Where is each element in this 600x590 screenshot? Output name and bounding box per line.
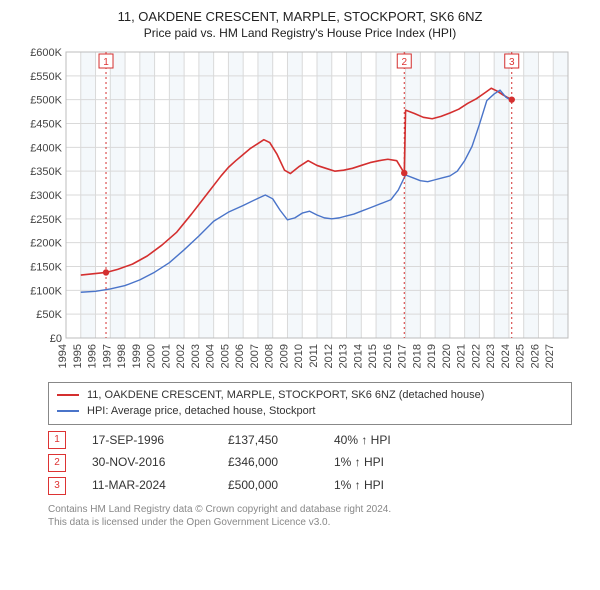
- legend-label: 11, OAKDENE CRESCENT, MARPLE, STOCKPORT,…: [87, 387, 484, 404]
- svg-text:£600K: £600K: [30, 47, 62, 59]
- svg-text:£300K: £300K: [30, 190, 62, 202]
- svg-text:2019: 2019: [426, 344, 438, 368]
- svg-text:£100K: £100K: [30, 285, 62, 297]
- table-row: 3 11-MAR-2024 £500,000 1% ↑ HPI: [48, 474, 572, 497]
- svg-text:2017: 2017: [397, 344, 409, 368]
- transaction-vs-hpi: 40% ↑ HPI: [334, 429, 444, 452]
- transaction-marker-icon: 3: [48, 477, 66, 495]
- transaction-date: 30-NOV-2016: [92, 451, 202, 474]
- svg-text:£500K: £500K: [30, 94, 62, 106]
- transaction-price: £500,000: [228, 474, 308, 497]
- svg-text:2012: 2012: [323, 344, 335, 368]
- svg-text:£250K: £250K: [30, 213, 62, 225]
- svg-text:1: 1: [103, 57, 109, 68]
- footer-line: Contains HM Land Registry data © Crown c…: [48, 503, 572, 517]
- svg-text:£50K: £50K: [36, 309, 62, 321]
- svg-text:2020: 2020: [441, 344, 453, 368]
- legend-row: HPI: Average price, detached house, Stoc…: [57, 403, 563, 420]
- svg-text:2005: 2005: [219, 344, 231, 368]
- chart-title-line1: 11, OAKDENE CRESCENT, MARPLE, STOCKPORT,…: [10, 8, 590, 26]
- svg-text:2015: 2015: [367, 344, 379, 368]
- svg-text:2000: 2000: [146, 344, 158, 368]
- legend-label: HPI: Average price, detached house, Stoc…: [87, 403, 316, 420]
- svg-text:1999: 1999: [131, 344, 143, 368]
- legend-swatch: [57, 410, 79, 412]
- svg-text:3: 3: [509, 57, 515, 68]
- svg-text:2001: 2001: [160, 344, 172, 368]
- svg-text:2009: 2009: [278, 344, 290, 368]
- svg-text:2004: 2004: [205, 344, 217, 368]
- svg-text:1994: 1994: [57, 344, 69, 368]
- svg-text:£400K: £400K: [30, 142, 62, 154]
- transaction-price: £137,450: [228, 429, 308, 452]
- legend: 11, OAKDENE CRESCENT, MARPLE, STOCKPORT,…: [48, 382, 572, 425]
- svg-text:1997: 1997: [101, 344, 113, 368]
- svg-text:2003: 2003: [190, 344, 202, 368]
- svg-text:2007: 2007: [249, 344, 261, 368]
- svg-text:£350K: £350K: [30, 166, 62, 178]
- svg-text:2002: 2002: [175, 344, 187, 368]
- transactions-table: 1 17-SEP-1996 £137,450 40% ↑ HPI 2 30-NO…: [48, 429, 572, 497]
- svg-text:£150K: £150K: [30, 261, 62, 273]
- svg-text:2018: 2018: [411, 344, 423, 368]
- legend-row: 11, OAKDENE CRESCENT, MARPLE, STOCKPORT,…: [57, 387, 563, 404]
- table-row: 1 17-SEP-1996 £137,450 40% ↑ HPI: [48, 429, 572, 452]
- chart-title-line2: Price paid vs. HM Land Registry's House …: [10, 26, 590, 40]
- svg-text:£200K: £200K: [30, 237, 62, 249]
- table-row: 2 30-NOV-2016 £346,000 1% ↑ HPI: [48, 451, 572, 474]
- svg-text:2021: 2021: [456, 344, 468, 368]
- svg-text:1995: 1995: [72, 344, 84, 368]
- svg-text:£0: £0: [50, 333, 62, 345]
- svg-text:2025: 2025: [515, 344, 527, 368]
- svg-text:2014: 2014: [352, 344, 364, 368]
- transaction-marker-icon: 1: [48, 431, 66, 449]
- svg-text:£450K: £450K: [30, 118, 62, 130]
- transaction-date: 17-SEP-1996: [92, 429, 202, 452]
- svg-text:2010: 2010: [293, 344, 305, 368]
- svg-text:2: 2: [401, 57, 407, 68]
- svg-text:1996: 1996: [87, 344, 99, 368]
- transaction-price: £346,000: [228, 451, 308, 474]
- svg-text:2008: 2008: [264, 344, 276, 368]
- transaction-marker-icon: 2: [48, 454, 66, 472]
- svg-text:2023: 2023: [485, 344, 497, 368]
- svg-text:2011: 2011: [308, 344, 320, 368]
- svg-text:2013: 2013: [338, 344, 350, 368]
- svg-text:2022: 2022: [470, 344, 482, 368]
- svg-text:1998: 1998: [116, 344, 128, 368]
- svg-text:2027: 2027: [544, 344, 556, 368]
- footer-line: This data is licensed under the Open Gov…: [48, 516, 572, 530]
- svg-text:2006: 2006: [234, 344, 246, 368]
- svg-text:2024: 2024: [500, 344, 512, 368]
- transaction-vs-hpi: 1% ↑ HPI: [334, 474, 444, 497]
- svg-text:2016: 2016: [382, 344, 394, 368]
- svg-text:£550K: £550K: [30, 70, 62, 82]
- transaction-vs-hpi: 1% ↑ HPI: [334, 451, 444, 474]
- footer-attribution: Contains HM Land Registry data © Crown c…: [48, 503, 572, 530]
- legend-swatch: [57, 394, 79, 396]
- chart-svg: £0 £50K £100K £150K £200K £250K £300K £350K £400…: [20, 46, 580, 376]
- line-chart: £0 £50K £100K £150K £200K £250K £300K £350K £400…: [20, 46, 580, 376]
- svg-text:2026: 2026: [529, 344, 541, 368]
- transaction-date: 11-MAR-2024: [92, 474, 202, 497]
